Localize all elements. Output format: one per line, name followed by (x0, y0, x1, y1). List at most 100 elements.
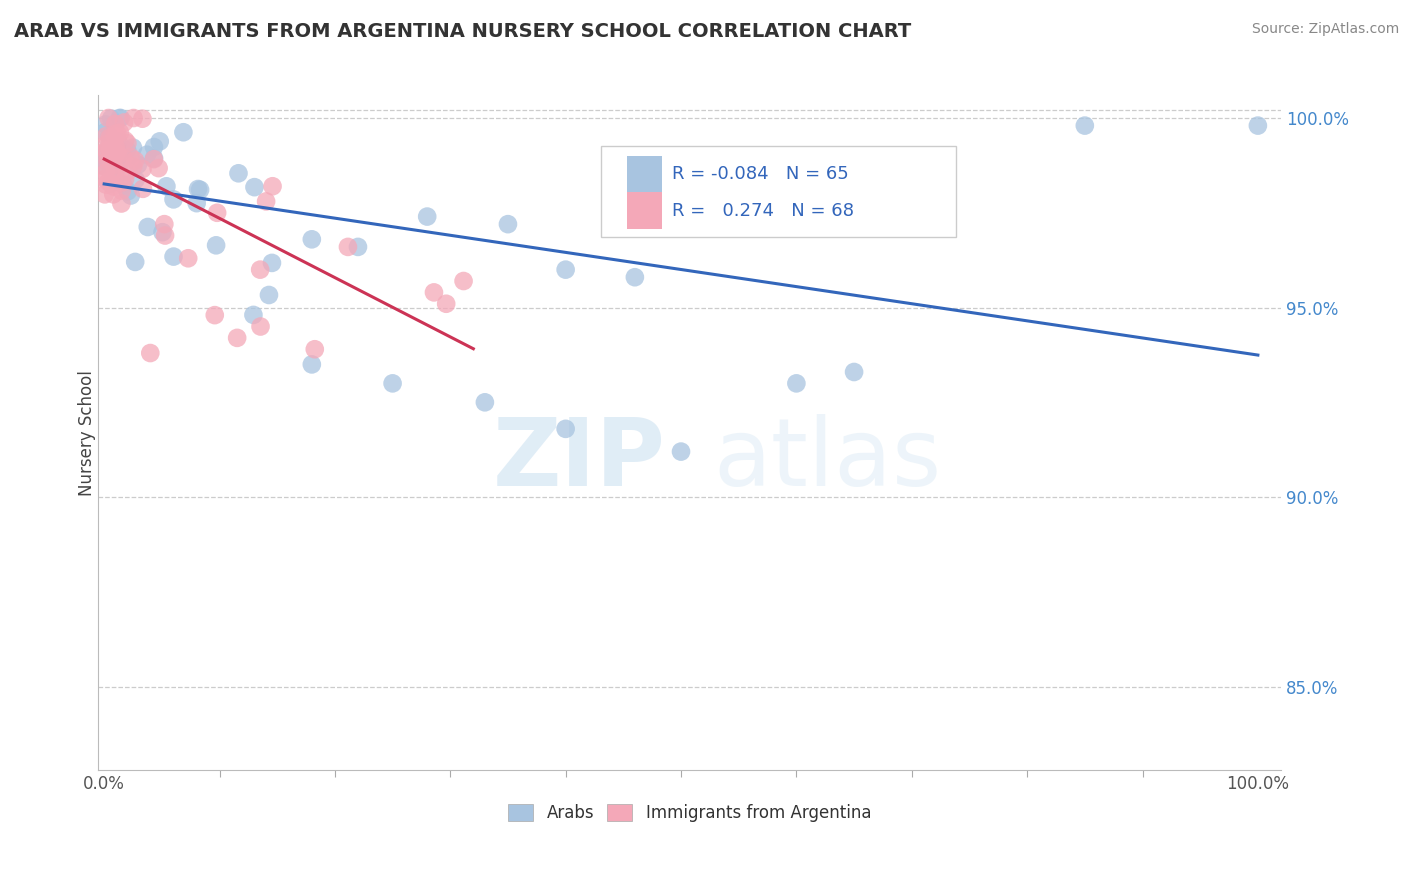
Point (103, 168, 125, 182)
Point (143, 152, 166, 166)
Point (554, 422, 576, 436)
Text: ARAB VS IMMIGRANTS FROM ARGENTINA NURSERY SCHOOL CORRELATION CHART: ARAB VS IMMIGRANTS FROM ARGENTINA NURSER… (14, 22, 911, 41)
Point (117, 184, 139, 198)
FancyBboxPatch shape (627, 156, 662, 193)
Point (127, 158, 149, 172)
Point (100, 177, 122, 191)
Point (98, 129, 121, 144)
Point (107, 135, 129, 149)
Point (155, 179, 177, 194)
Point (120, 188, 142, 202)
Point (135, 147, 157, 161)
Point (112, 151, 135, 165)
Point (381, 376, 404, 391)
Point (93, 160, 115, 174)
Point (114, 134, 136, 148)
Point (122, 141, 145, 155)
Point (204, 308, 226, 322)
Point (108, 111, 131, 125)
Point (226, 331, 249, 345)
Point (301, 358, 323, 372)
Point (107, 148, 129, 162)
Text: Source: ZipAtlas.com: Source: ZipAtlas.com (1251, 22, 1399, 37)
Point (94, 125, 117, 139)
Point (149, 134, 172, 148)
Point (96, 165, 118, 179)
Point (249, 319, 271, 334)
Point (103, 187, 125, 202)
Point (98, 130, 121, 145)
Point (262, 179, 284, 194)
Point (105, 145, 128, 160)
Point (96, 144, 118, 158)
Point (260, 256, 283, 270)
Point (242, 308, 264, 322)
Point (103, 128, 125, 142)
Point (104, 129, 127, 144)
Point (104, 117, 127, 131)
Point (132, 182, 155, 196)
Point (103, 171, 125, 186)
Point (98, 143, 121, 157)
Point (100, 143, 122, 157)
Point (114, 172, 136, 186)
Point (103, 158, 125, 172)
Point (94, 178, 117, 192)
Point (110, 111, 132, 125)
Point (148, 161, 170, 175)
Point (101, 141, 124, 155)
Point (416, 210, 439, 224)
Point (112, 115, 135, 129)
Point (97, 111, 120, 125)
Point (131, 161, 153, 176)
Point (785, 376, 807, 391)
Point (1074, 119, 1097, 133)
FancyBboxPatch shape (600, 146, 956, 237)
Point (254, 194, 277, 209)
Point (108, 153, 131, 167)
Point (205, 206, 228, 220)
Point (105, 148, 128, 162)
Point (842, 365, 865, 379)
Point (423, 285, 446, 300)
Point (347, 240, 370, 254)
FancyBboxPatch shape (627, 193, 662, 229)
Text: atlas: atlas (713, 414, 942, 506)
Point (101, 151, 124, 165)
Point (304, 343, 326, 357)
Point (124, 153, 146, 168)
Point (124, 255, 146, 269)
Point (94, 117, 117, 131)
Point (205, 238, 228, 252)
Point (93, 145, 115, 160)
Point (177, 252, 200, 266)
Point (96, 137, 118, 152)
Point (187, 182, 209, 196)
Point (1247, 119, 1270, 133)
Point (96, 155, 118, 169)
Point (142, 152, 165, 166)
Point (228, 166, 250, 180)
Text: R = -0.084   N = 65: R = -0.084 N = 65 (672, 165, 849, 184)
Point (104, 141, 127, 155)
Point (97, 153, 120, 168)
Point (108, 126, 131, 140)
Point (110, 196, 132, 211)
Point (257, 288, 280, 302)
Point (105, 126, 128, 140)
Point (669, 206, 692, 220)
Point (474, 395, 496, 409)
Point (103, 145, 125, 159)
Point (122, 111, 145, 125)
Point (94, 171, 117, 186)
Point (669, 444, 692, 458)
Point (131, 112, 153, 126)
Point (103, 179, 125, 194)
Point (624, 270, 647, 285)
Text: ZIP: ZIP (494, 414, 666, 506)
Point (105, 140, 128, 154)
Point (94, 146, 117, 161)
Point (453, 274, 475, 288)
Point (172, 125, 194, 139)
Point (142, 140, 165, 154)
